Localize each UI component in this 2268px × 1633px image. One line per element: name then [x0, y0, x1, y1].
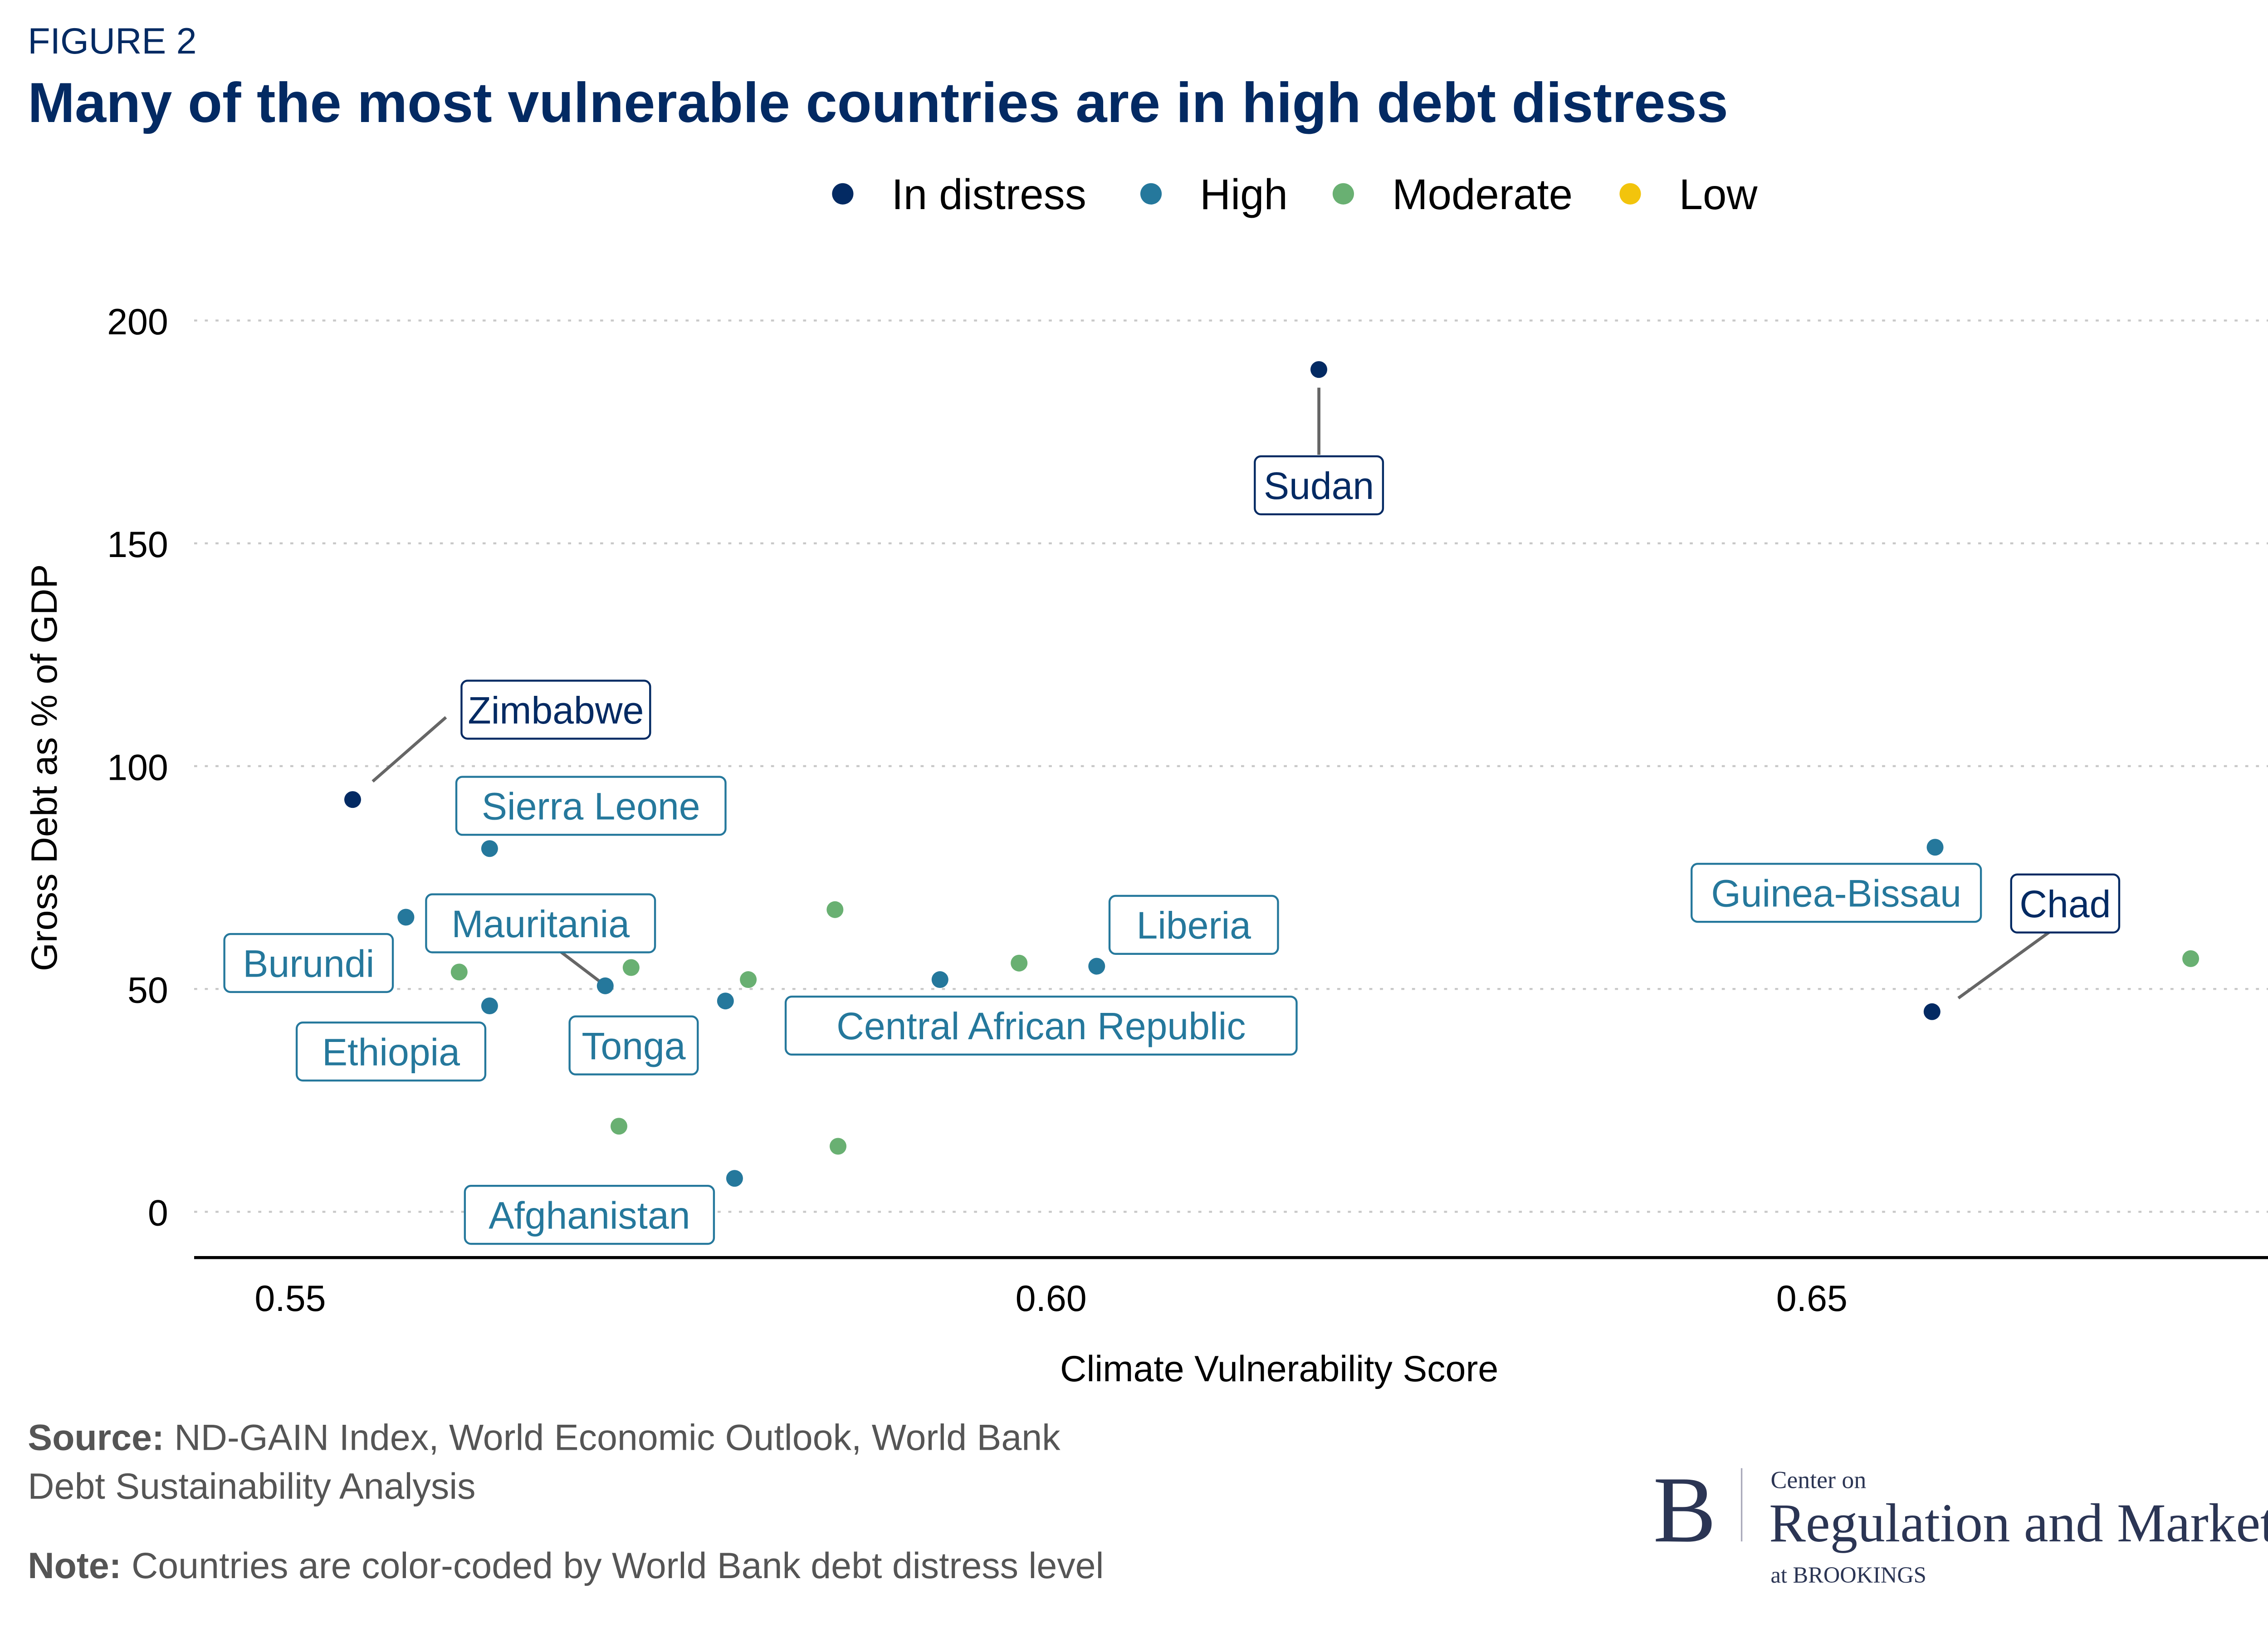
- point-label: Liberia: [1108, 895, 1279, 955]
- label-text: Central African Republic: [836, 1005, 1246, 1047]
- data-point: [1011, 954, 1028, 972]
- point-label: Central African Republic: [784, 995, 1298, 1056]
- x-tick-label: 0.65: [1776, 1278, 1848, 1319]
- logo-line-1: Center on: [1771, 1466, 1867, 1493]
- label-text: Chad: [2019, 883, 2111, 925]
- point-label: Sudan: [1254, 455, 1384, 516]
- label-box: [455, 776, 727, 836]
- note: Note: Countries are color-coded by World…: [28, 1545, 1104, 1586]
- y-tick-label: 0: [148, 1193, 168, 1234]
- label-box: [464, 1185, 715, 1245]
- y-tick-label: 100: [107, 747, 168, 788]
- data-point: [1088, 958, 1105, 975]
- x-tick-label: 0.55: [254, 1278, 326, 1319]
- leader-line: [1957, 928, 2054, 1000]
- logo-letter: B: [1653, 1457, 1716, 1562]
- legend: In distress High Moderate Low: [832, 171, 1758, 218]
- data-point: [740, 971, 757, 988]
- data-point: [481, 840, 498, 857]
- x-axis: 0.55 0.60 0.65: [254, 1278, 1848, 1319]
- label-box: [784, 995, 1298, 1056]
- y-axis-label: Gross Debt as % of GDP: [24, 564, 65, 971]
- label-text: Guinea-Bissau: [1711, 872, 1961, 915]
- legend-marker: [832, 183, 854, 205]
- point-label: Ethiopia: [295, 1022, 487, 1082]
- label-leaders: [371, 387, 2054, 1000]
- source-line-1: Source: ND-GAIN Index, World Economic Ou…: [28, 1417, 1061, 1458]
- label-text: Tonga: [582, 1025, 685, 1067]
- data-point: [931, 971, 948, 988]
- data-point: [1310, 361, 1328, 378]
- data-point: [610, 1118, 628, 1135]
- point-label: Burundi: [223, 933, 394, 993]
- point-label: Zimbabwe: [460, 680, 651, 740]
- label-box: [425, 893, 656, 953]
- legend-marker: [1619, 183, 1641, 205]
- logo-line-3: at BROOKINGS: [1771, 1562, 1926, 1588]
- brookings-logo: B Center on Regulation and Markets at BR…: [1653, 1457, 2268, 1588]
- chart-title: Many of the most vulnerable countries ar…: [28, 71, 1728, 134]
- y-tick-label: 50: [127, 970, 168, 1011]
- x-tick-label: 0.60: [1016, 1278, 1087, 1319]
- label-box: [1691, 863, 1982, 923]
- point-label: Sierra Leone: [455, 776, 727, 836]
- data-point: [2182, 950, 2200, 967]
- label-text: Mauritania: [451, 903, 630, 945]
- data-point: [1926, 839, 1944, 856]
- legend-label: High: [1200, 171, 1288, 218]
- leader-line: [556, 948, 603, 984]
- data-point: [726, 1170, 743, 1187]
- label-box: [223, 933, 394, 993]
- source-line-2: Debt Sustainability Analysis: [28, 1466, 475, 1507]
- data-point: [1923, 1003, 1941, 1020]
- label-text: Afghanistan: [489, 1194, 690, 1237]
- x-axis-label: Climate Vulnerability Score: [1060, 1349, 1498, 1389]
- label-text: Sudan: [1264, 464, 1374, 507]
- point-labels: Sudan Zimbabwe Chad Sierra Leone Burundi Ethi…: [223, 455, 2121, 1245]
- legend-marker: [1140, 183, 1162, 205]
- label-text: Burundi: [243, 942, 374, 985]
- gridlines: [194, 319, 2268, 1213]
- data-point: [717, 993, 734, 1010]
- figure-label: FIGURE 2: [28, 21, 196, 62]
- point-label: Guinea-Bissau: [1691, 863, 1982, 923]
- data-point: [397, 909, 415, 926]
- legend-label: Moderate: [1392, 171, 1573, 218]
- label-text: Ethiopia: [322, 1031, 460, 1073]
- data-point: [596, 977, 614, 994]
- label-text: Liberia: [1136, 904, 1251, 947]
- data-point: [450, 963, 468, 981]
- label-box: [2010, 873, 2121, 934]
- data-point: [344, 791, 361, 808]
- label-box: [568, 1015, 699, 1076]
- legend-label: Low: [1679, 171, 1758, 218]
- legend-label: In distress: [892, 171, 1086, 218]
- data-point: [481, 997, 498, 1015]
- y-axis: 0 50 100 150 200: [107, 302, 168, 1234]
- label-text: Zimbabwe: [468, 689, 644, 732]
- point-label: Chad: [2010, 873, 2121, 934]
- data-point: [826, 901, 844, 918]
- data-point: [622, 959, 640, 976]
- y-tick-label: 200: [107, 302, 168, 342]
- point-label: Tonga: [568, 1015, 699, 1076]
- point-label: Afghanistan: [464, 1185, 715, 1245]
- data-points: [344, 361, 2200, 1187]
- y-tick-label: 150: [107, 524, 168, 565]
- data-point: [830, 1138, 847, 1155]
- point-label: Mauritania: [425, 893, 656, 953]
- label-text: Sierra Leone: [482, 785, 700, 828]
- label-box: [460, 680, 651, 740]
- leader-line: [371, 716, 447, 783]
- legend-marker: [1332, 183, 1354, 205]
- logo-line-2: Regulation and Markets: [1769, 1493, 2268, 1554]
- label-box: [1108, 895, 1279, 955]
- footer: Source: ND-GAIN Index, World Economic Ou…: [28, 1417, 1104, 1586]
- label-box: [1254, 455, 1384, 516]
- label-box: [295, 1022, 487, 1082]
